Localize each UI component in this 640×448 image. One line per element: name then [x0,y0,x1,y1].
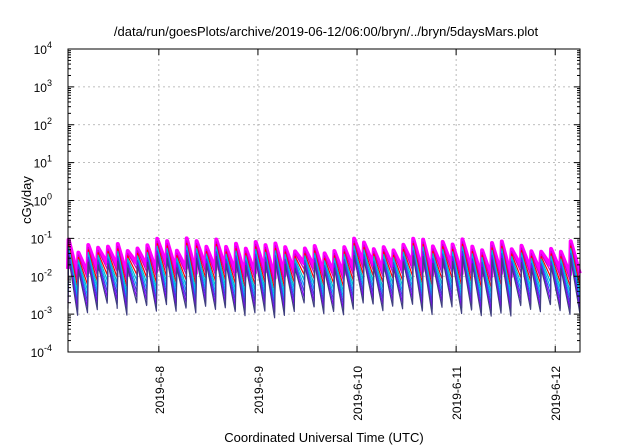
y-tick-label: 104 [34,40,52,57]
x-tick-label: 2019-6-10 [351,366,365,421]
y-axis-label: cGy/day [19,176,34,224]
y-tick-label: 101 [34,154,52,171]
y-tick-labels: 10-4 10-3 10-2 10-1 100 101 102 103 104 [31,40,52,360]
y-tick-label: 100 [34,192,52,209]
series-group [66,236,582,319]
y-tick-label: 10-2 [31,267,52,284]
y-tick-label: 102 [34,116,52,133]
chart-title: /data/run/goesPlots/archive/2019-06-12/0… [114,24,539,39]
x-tick-label: 2019-6-9 [252,366,266,414]
x-tick-labels: 2019-6-8 2019-6-9 2019-6-10 2019-6-11 2019-6… [153,366,563,421]
series-line [67,254,581,319]
x-axis-label: Coordinated Universal Time (UTC) [224,430,423,445]
y-tick-label: 10-3 [31,305,52,322]
y-tick-label: 10-1 [31,229,52,246]
x-tick-label: 2019-6-12 [549,366,563,421]
x-tick-label: 2019-6-11 [450,366,464,420]
axis-ticks [68,48,580,353]
y-tick-label: 10-4 [31,343,52,360]
y-tick-label: 103 [34,78,52,95]
x-tick-label: 2019-6-8 [153,366,167,414]
